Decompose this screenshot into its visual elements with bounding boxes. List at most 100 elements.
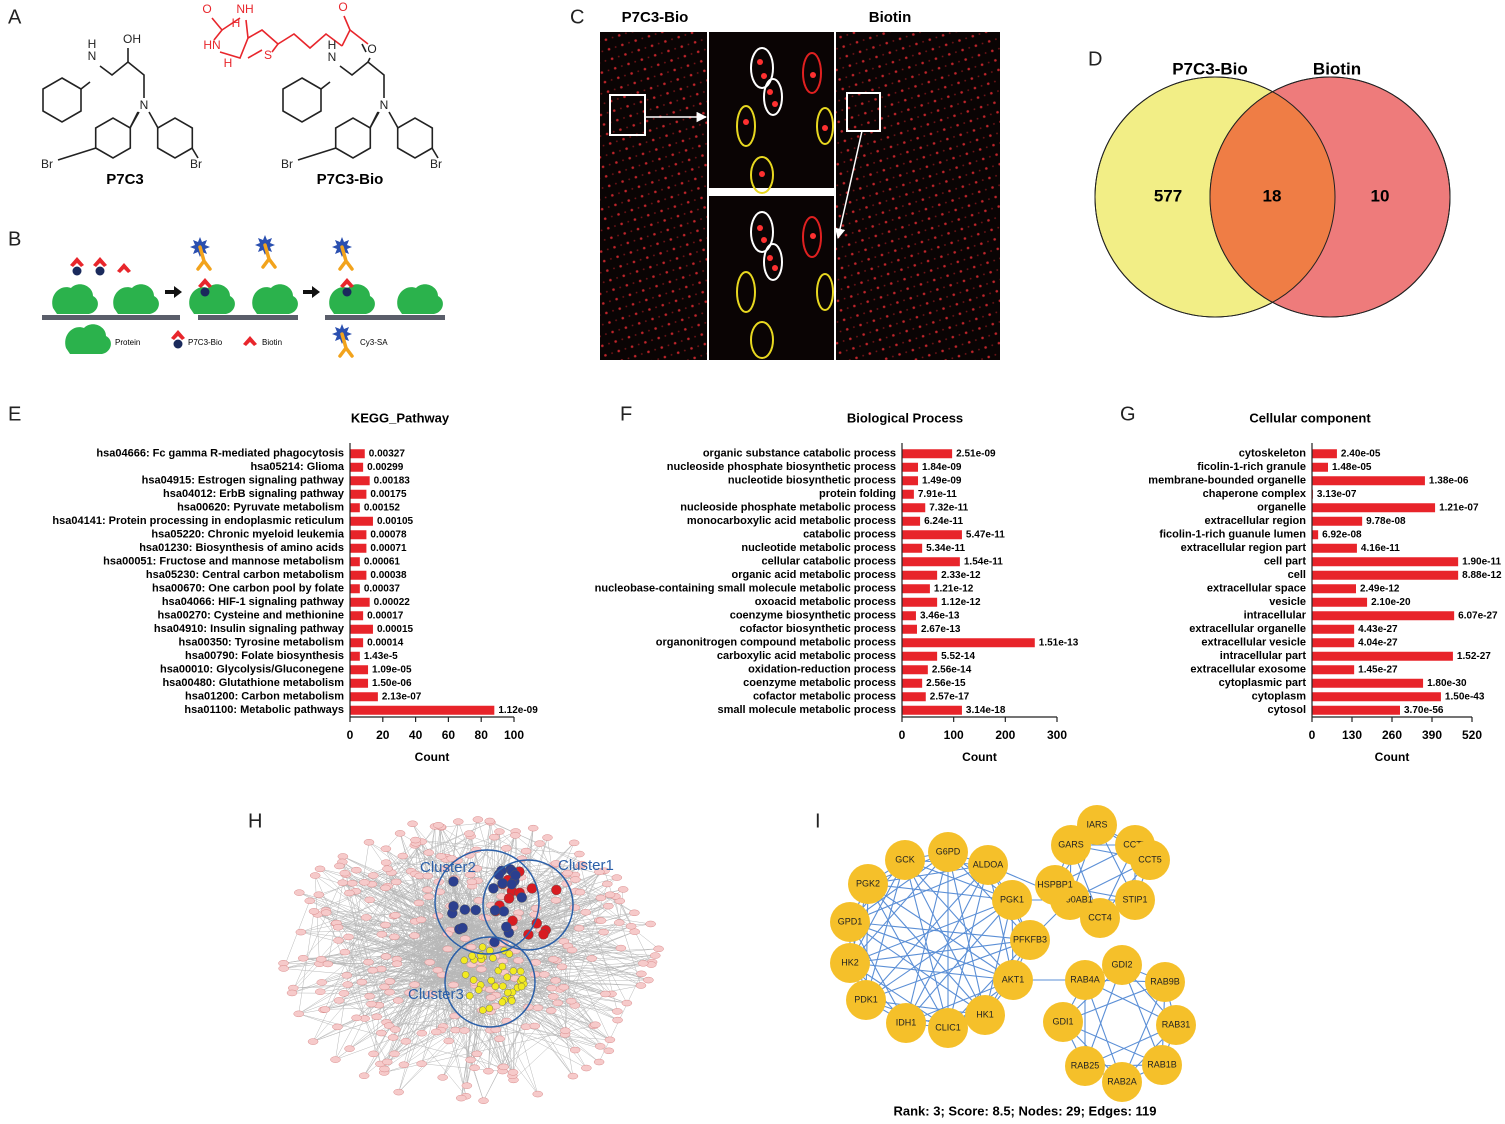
cluster-label: Cluster2 [420, 859, 476, 876]
node [1145, 962, 1185, 1002]
bar [1312, 476, 1425, 486]
node [562, 869, 573, 877]
edge [321, 831, 516, 983]
bar [902, 543, 923, 553]
network-caption: Rank: 3; Score: 8.5; Nodes: 29; Edges: 1… [894, 1103, 1157, 1118]
edge [905, 899, 1013, 1024]
cluster-node [499, 982, 507, 990]
node [476, 965, 487, 973]
bar [350, 705, 495, 715]
edge [420, 833, 470, 942]
edge [503, 993, 606, 1068]
bar [1312, 597, 1368, 607]
atom-label: H [232, 16, 241, 30]
cluster-node [498, 998, 506, 1006]
node [334, 862, 345, 870]
node [387, 1034, 399, 1041]
node [542, 834, 553, 841]
p-value-label: 1.21e-07 [1439, 502, 1479, 513]
bar [1312, 705, 1400, 715]
panel-label: A [8, 6, 22, 28]
node-label: AKT1 [1002, 974, 1025, 984]
bar [1312, 584, 1356, 594]
node [410, 836, 421, 844]
atom-label: N [88, 49, 97, 63]
node [434, 888, 445, 896]
node-label: HK2 [841, 957, 859, 967]
node [297, 955, 309, 962]
node [471, 865, 483, 872]
y-tick-label: carboxylic acid metabolic process [717, 650, 896, 662]
node [570, 876, 581, 883]
edge [947, 851, 1031, 941]
node [455, 1094, 467, 1102]
node [484, 817, 495, 825]
y-tick-label: hsa00670: One carbon pool by folate [152, 583, 344, 595]
y-tick-label: nucleotide metabolic process [741, 542, 896, 554]
ring [297, 147, 337, 161]
node [586, 955, 597, 962]
node [574, 850, 585, 858]
node [550, 860, 562, 867]
node [314, 865, 326, 873]
venn-count: 577 [1154, 186, 1182, 205]
x-axis-label: Count [415, 750, 450, 764]
y-tick-label: small molecule metabolic process [717, 704, 896, 716]
p-value-label: 0.00038 [370, 570, 407, 581]
y-tick-label: extracellular vesicle [1201, 637, 1306, 649]
biotin-bonds [211, 15, 369, 59]
node [567, 1072, 579, 1080]
node [367, 966, 379, 974]
node [459, 935, 471, 942]
p-value-label: 1.38e-06 [1429, 475, 1469, 486]
node [846, 980, 886, 1020]
p-value-label: 4.04e-27 [1358, 637, 1398, 648]
ring [388, 111, 399, 129]
panel-label: F [620, 403, 632, 425]
bar [902, 503, 926, 513]
p-value-label: 0.00014 [367, 637, 404, 648]
panel-label: G [1120, 403, 1136, 425]
node [368, 872, 379, 879]
y-tick-label: hsa05220: Chronic myeloid leukemia [151, 529, 344, 541]
p-value-label: 1.12e-12 [941, 597, 981, 608]
cluster-node [518, 975, 526, 983]
venn-set: Biotin [1313, 59, 1361, 78]
node [391, 960, 403, 968]
p-value-label: 5.34e-11 [926, 543, 965, 554]
y-tick-label: ficolin-1-rich granule [1197, 461, 1306, 473]
edge [476, 831, 516, 851]
node [1156, 1005, 1196, 1045]
atom-label: Br [190, 157, 202, 171]
node [341, 972, 353, 979]
bar [350, 476, 370, 486]
node [615, 944, 627, 952]
node [494, 1035, 505, 1043]
edge [346, 841, 422, 976]
cluster-node [448, 901, 459, 912]
edge [344, 951, 423, 977]
node [293, 1010, 304, 1018]
cluster-outline [444, 936, 536, 1028]
y-tick-label: intracellular [1244, 610, 1307, 622]
static-texts: P7C3-Bio Biotin P7C3-Bio Biotin 577 18 1… [106, 9, 1389, 1118]
edge [385, 848, 453, 927]
p-value-label: 2.13e-07 [382, 691, 422, 702]
node [469, 1064, 480, 1072]
atom-label: Br [281, 157, 293, 171]
node-label: STIP1 [1122, 894, 1147, 904]
node [423, 849, 434, 856]
p-value-label: 7.91e-11 [918, 489, 957, 500]
node [510, 832, 521, 839]
cluster-node [551, 884, 562, 896]
node [391, 878, 402, 886]
edge [604, 870, 642, 986]
edge [371, 839, 416, 885]
node [645, 920, 656, 928]
node [344, 889, 355, 897]
node [342, 981, 353, 988]
node-label: RAB1B [1147, 1059, 1177, 1069]
node [339, 948, 351, 956]
node [409, 932, 420, 939]
p-value-label: 2.33e-12 [941, 570, 981, 581]
